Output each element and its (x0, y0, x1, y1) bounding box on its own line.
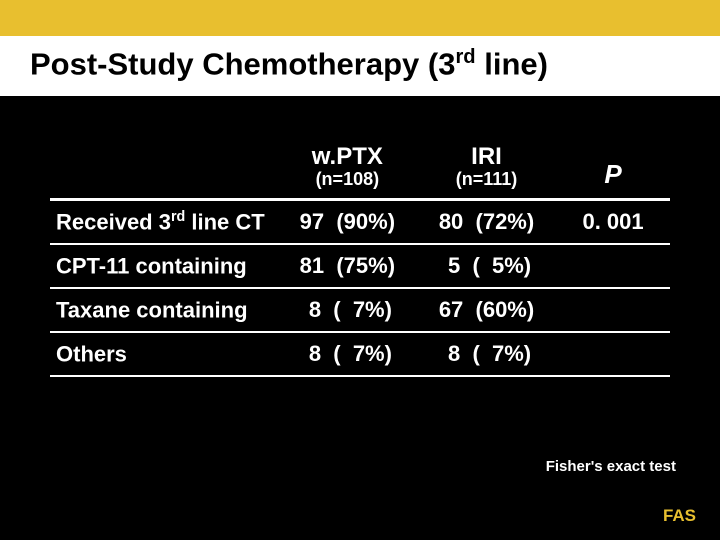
arm1-n: (n=108) (284, 170, 411, 190)
row-label: Others (50, 332, 278, 376)
arm2-n: (n=111) (423, 170, 550, 190)
row-label-pre: Received 3 (56, 209, 171, 234)
row-label: Taxane containing (50, 288, 278, 332)
table-header-row: w.PTX (n=108) IRI (n=111) P (50, 136, 670, 200)
arm2-value: 80 (72%) (417, 200, 556, 245)
header-blank (50, 136, 278, 200)
arm2-label: IRI (471, 143, 502, 170)
arm1-value: 81 (75%) (278, 244, 417, 288)
slide-title: Post-Study Chemotherapy (3rd line) (30, 46, 690, 82)
title-pre: Post-Study Chemotherapy (3 (30, 46, 455, 81)
fas-label: FAS (663, 506, 696, 526)
arm1-value: 97 (90%) (278, 200, 417, 245)
arm2-value: 67 (60%) (417, 288, 556, 332)
footnote-test: Fisher's exact test (546, 458, 676, 475)
p-value: 0. 001 (556, 200, 670, 245)
accent-top-bar (0, 0, 720, 36)
row-label-pre: CPT-11 containing (56, 253, 247, 278)
title-bar: Post-Study Chemotherapy (3rd line) (0, 36, 720, 96)
title-sup: rd (455, 46, 475, 68)
arm1-value: 8 ( 7%) (278, 288, 417, 332)
arm1-value: 8 ( 7%) (278, 332, 417, 376)
header-arm2: IRI (n=111) (417, 136, 556, 200)
p-value (556, 288, 670, 332)
chemo-table: w.PTX (n=108) IRI (n=111) P Received 3rd… (50, 136, 670, 377)
header-p: P (556, 136, 670, 200)
row-label-pre: Taxane containing (56, 297, 248, 322)
arm2-value: 5 ( 5%) (417, 244, 556, 288)
row-label-sup: rd (171, 209, 185, 225)
p-value (556, 332, 670, 376)
header-arm1: w.PTX (n=108) (278, 136, 417, 200)
row-label: CPT-11 containing (50, 244, 278, 288)
row-label-pre: Others (56, 341, 127, 366)
table-row: CPT-11 containing 81 (75%) 5 ( 5%) (50, 244, 670, 288)
arm2-value: 8 ( 7%) (417, 332, 556, 376)
table-row: Received 3rd line CT 97 (90%) 80 (72%) 0… (50, 200, 670, 245)
table-row: Others 8 ( 7%) 8 ( 7%) (50, 332, 670, 376)
title-post: line) (476, 46, 548, 81)
row-label-post: line CT (185, 209, 264, 234)
arm1-label: w.PTX (312, 143, 383, 170)
table-row: Taxane containing 8 ( 7%) 67 (60%) (50, 288, 670, 332)
p-value (556, 244, 670, 288)
content-area: w.PTX (n=108) IRI (n=111) P Received 3rd… (0, 96, 720, 377)
row-label: Received 3rd line CT (50, 200, 278, 245)
